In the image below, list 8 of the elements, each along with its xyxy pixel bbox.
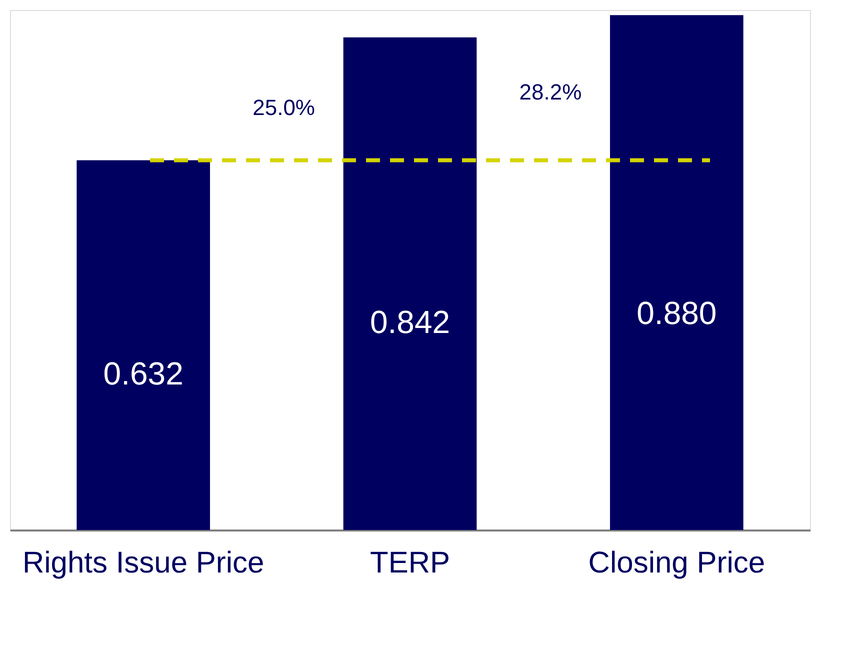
x-tick-label: Closing Price [588, 546, 766, 580]
data-label: 0.842 [370, 304, 450, 340]
data-label: 0.880 [636, 294, 717, 331]
x-tick-label: TERP [370, 546, 450, 580]
annotation: 25.0% [252, 94, 315, 120]
data-label: 0.632 [103, 356, 184, 392]
x-tick-label: Rights Issue Price [22, 546, 264, 580]
annotation: 28.2% [519, 79, 582, 104]
